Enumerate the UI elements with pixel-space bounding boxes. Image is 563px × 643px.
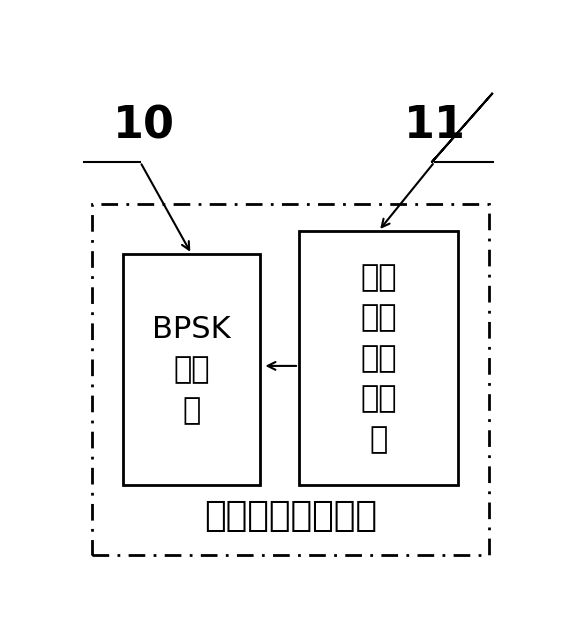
Text: BPSK
调制
器: BPSK 调制 器 (153, 315, 231, 425)
Bar (92, 204, 489, 554)
Text: 10: 10 (113, 104, 175, 147)
Text: 正交
伪随
机码
产生
器: 正交 伪随 机码 产生 器 (360, 263, 397, 454)
Text: 11: 11 (404, 104, 466, 147)
Bar (299, 231, 458, 485)
Bar (123, 254, 260, 485)
Text: 校准信号产生模块: 校准信号产生模块 (204, 499, 377, 533)
